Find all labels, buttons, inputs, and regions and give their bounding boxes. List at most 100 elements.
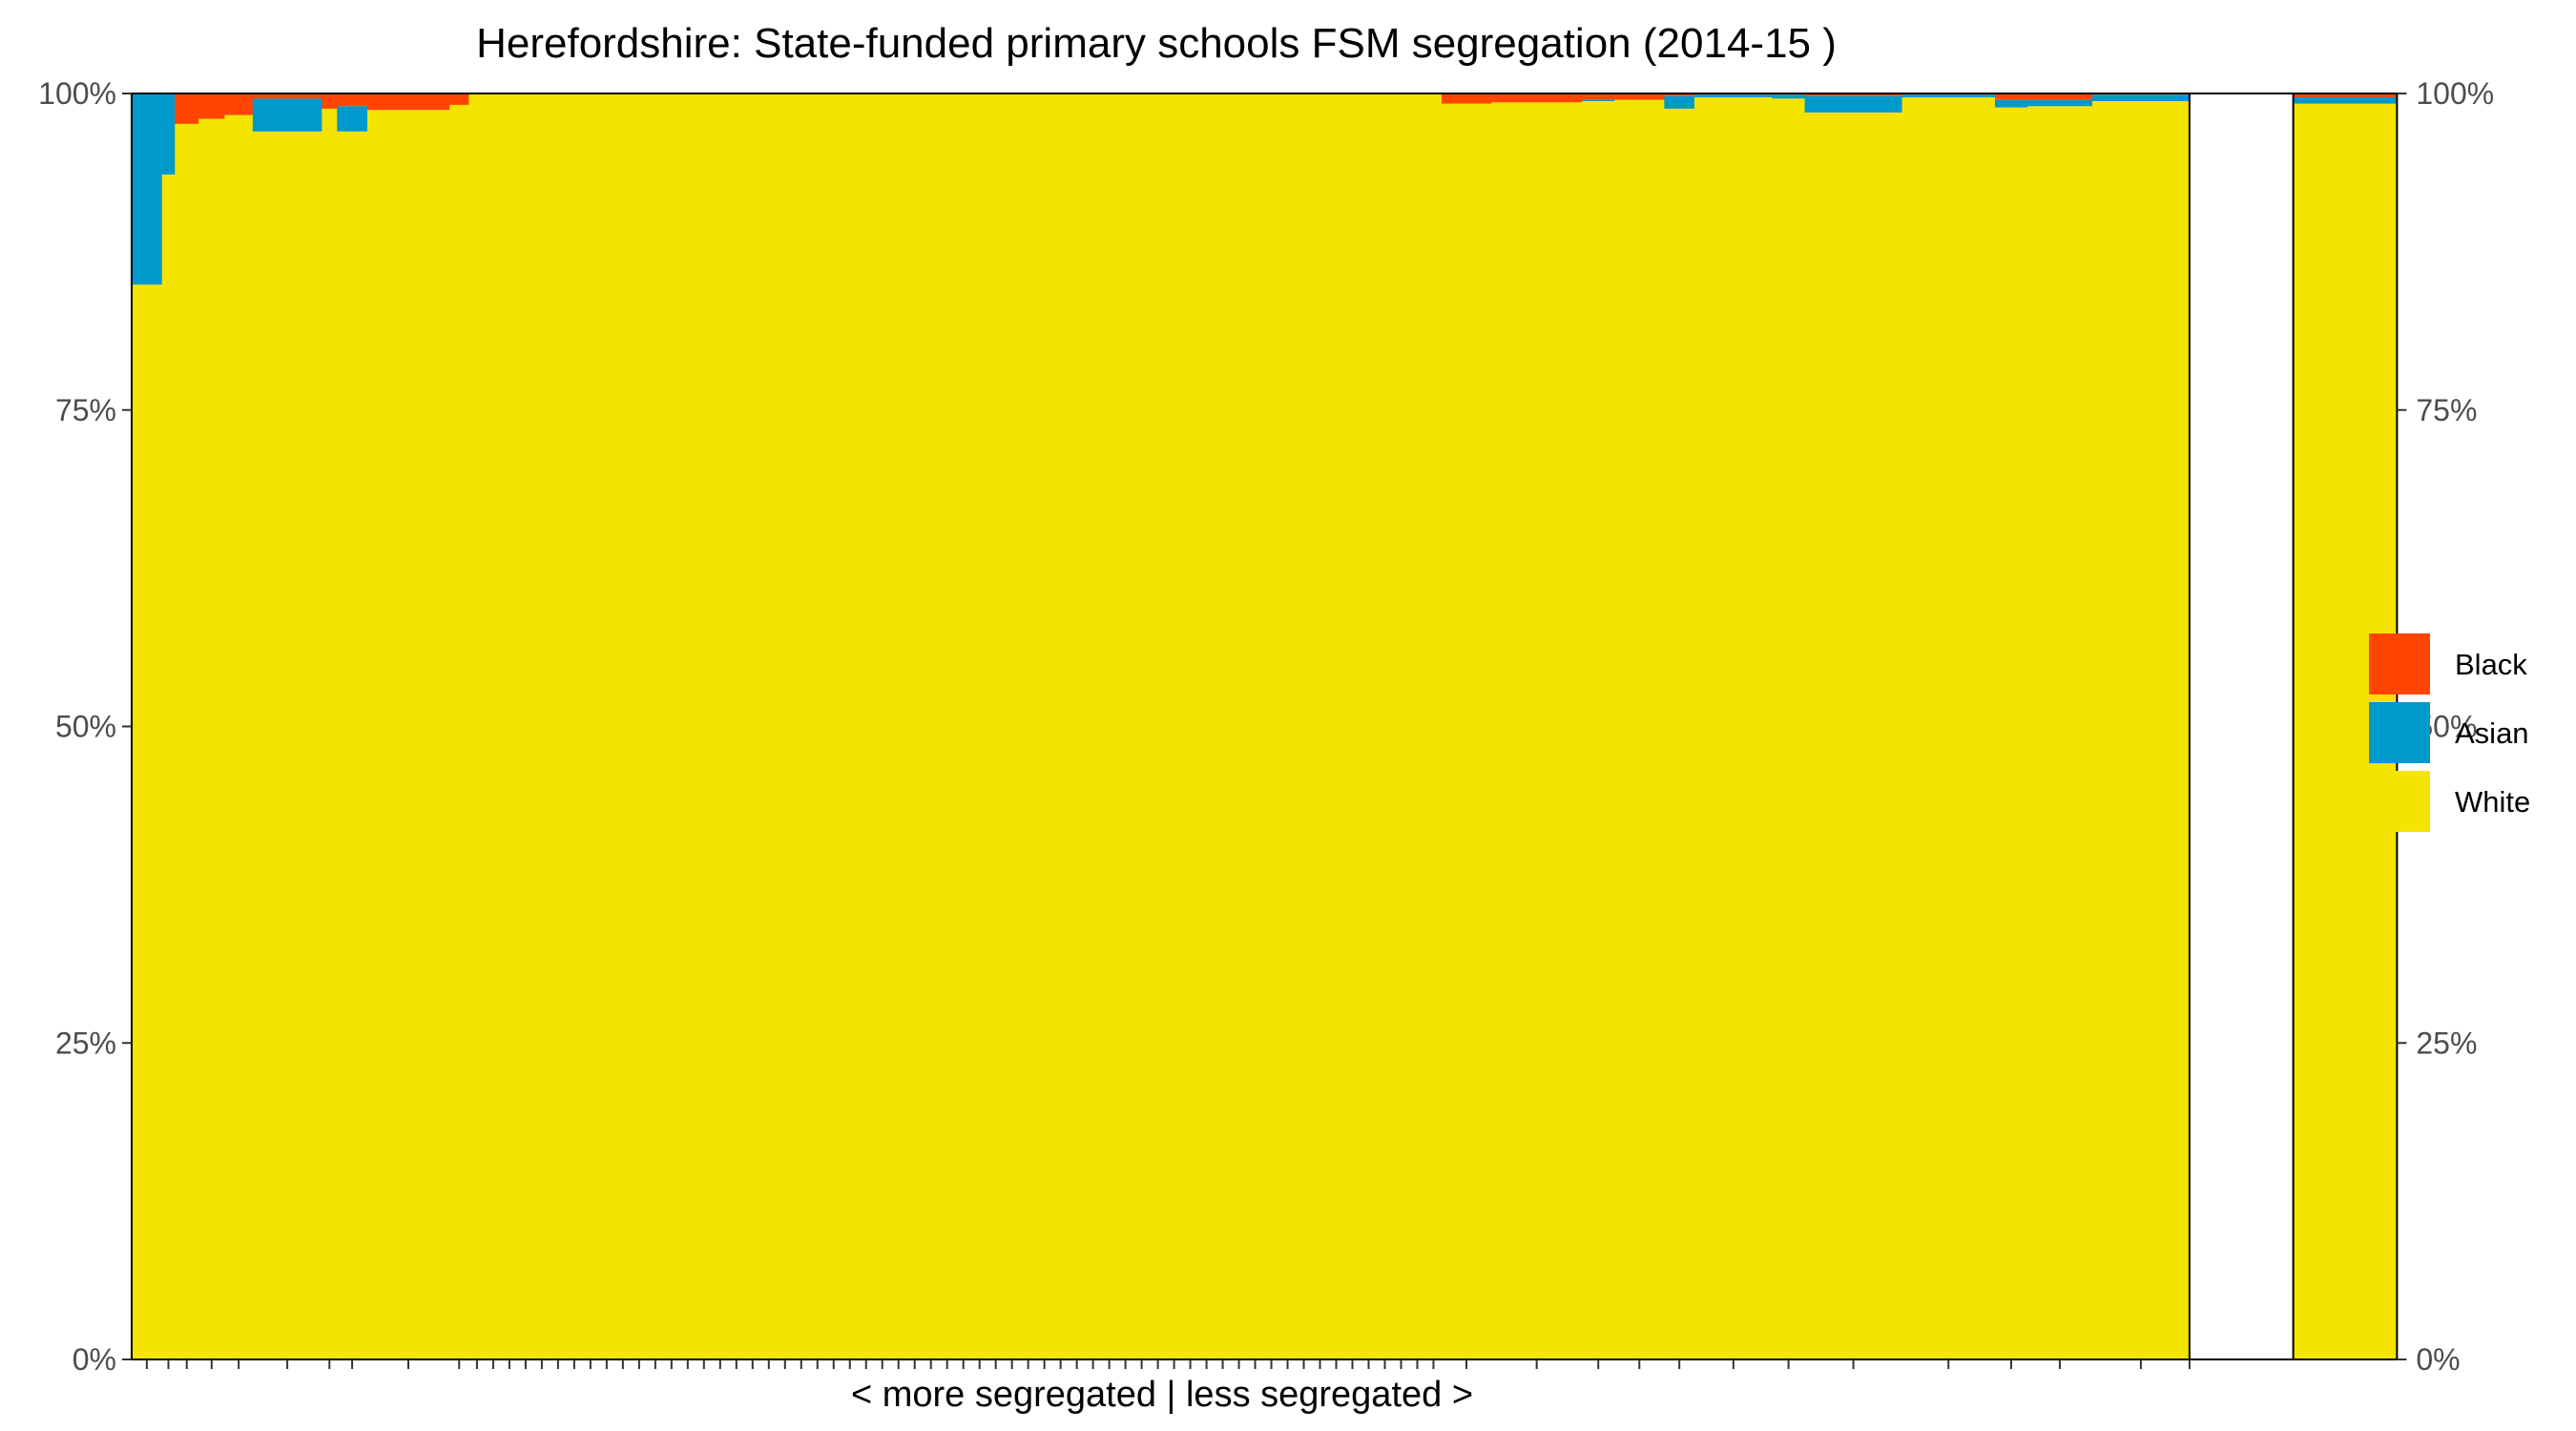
chart-title: Herefordshire: State-funded primary scho… <box>476 20 1837 67</box>
bar-segment-asian <box>161 93 176 175</box>
bar-segment-white <box>1582 100 1615 1359</box>
school-bar-12 <box>1441 93 1492 1360</box>
legend-item-white: White <box>2369 771 2530 832</box>
bar-segment-black <box>1804 93 1903 96</box>
bar-segment-white <box>175 123 199 1359</box>
bar-segment-black <box>322 93 338 109</box>
bar-segment-asian <box>1694 94 1774 97</box>
bar-segment-white <box>1441 103 1492 1360</box>
legend: Black Asian White <box>2369 633 2530 832</box>
bar-segment-white <box>468 93 1443 1359</box>
bar-segment-asian <box>132 93 163 285</box>
bar-segment-white <box>322 108 338 1360</box>
bar-segment-white <box>161 174 176 1360</box>
bar-segment-asian <box>2091 94 2191 101</box>
bar-segment-black <box>1614 93 1665 100</box>
school-bar-22 <box>2026 93 2093 1359</box>
bar-segment-white <box>1994 107 2028 1359</box>
bar-segment-white <box>224 114 254 1360</box>
bar-segment-white <box>2026 106 2093 1359</box>
school-bar-6 <box>252 93 322 1359</box>
bar-segment-white <box>1772 98 1806 1360</box>
bar-segment-asian <box>1582 99 1615 101</box>
school-bar-2 <box>161 93 176 1360</box>
legend-label-black: Black <box>2455 648 2527 681</box>
bar-segment-asian <box>1664 95 1695 109</box>
school-bar-8 <box>337 93 368 1359</box>
school-bar-13 <box>1491 93 1583 1359</box>
school-bar-5 <box>224 93 254 1360</box>
bar-segment-white <box>1694 96 1774 1360</box>
bar-segment-black <box>449 93 470 105</box>
school-bar-19 <box>1804 93 1903 1359</box>
legend-swatch-asian <box>2369 702 2430 763</box>
bar-segment-white <box>1664 108 1695 1360</box>
bar-segment-white <box>132 284 163 1360</box>
legend-item-black: Black <box>2369 633 2527 695</box>
bar-segment-black <box>1441 93 1492 104</box>
school-bar-21 <box>1994 93 2028 1359</box>
bar-segment-asian <box>1772 94 1806 99</box>
school-bar-18 <box>1772 93 1806 1360</box>
bar-segment-white <box>1901 96 1996 1360</box>
y-tick-label-right: 0% <box>2416 1342 2460 1377</box>
bar-segment-white <box>337 131 368 1359</box>
bar-segment-black <box>198 93 226 119</box>
school-bar-20 <box>1901 93 1996 1360</box>
y-tick-label-left: 75% <box>55 393 116 427</box>
bar-segment-black <box>1582 93 1615 100</box>
bar-segment-asian <box>1804 95 1903 113</box>
bar-segment-black <box>2026 93 2093 100</box>
bar-segment-asian <box>252 98 322 132</box>
bar-segment-black <box>1994 93 2028 100</box>
y-tick-label-right: 25% <box>2416 1026 2477 1060</box>
bar-segment-black <box>366 93 450 111</box>
bar-segment-white <box>252 131 322 1359</box>
school-bar-16 <box>1664 93 1695 1360</box>
legend-label-asian: Asian <box>2455 716 2529 750</box>
bar-segment-black <box>1664 93 1695 96</box>
legend-item-asian: Asian <box>2369 702 2529 763</box>
y-tick-label-left: 100% <box>38 76 116 111</box>
school-bar-9 <box>366 93 450 1360</box>
bar-segment-black <box>175 93 199 124</box>
bar-segment-white <box>1614 99 1665 1359</box>
school-bar-7 <box>322 93 338 1360</box>
school-bar-15 <box>1614 93 1665 1359</box>
school-bar-3 <box>175 93 199 1359</box>
bar-segment-asian <box>337 106 368 132</box>
bar-segment-asian <box>2293 96 2398 104</box>
school-bar-11 <box>468 93 1443 1359</box>
bar-segment-white <box>449 104 470 1360</box>
bar-segment-asian <box>2026 99 2093 107</box>
x-axis-label: < more segregated | less segregated > <box>851 1375 1473 1415</box>
y-tick-label-left: 25% <box>55 1026 116 1060</box>
bar-segment-black <box>337 93 368 107</box>
y-tick-label-left: 50% <box>55 710 116 744</box>
school-bar-10 <box>449 93 470 1360</box>
bar-segment-white <box>1491 102 1583 1359</box>
bar-segment-black <box>1491 93 1583 103</box>
bar-segment-white <box>2091 100 2191 1359</box>
bar-segment-asian <box>1901 94 1996 97</box>
legend-swatch-black <box>2369 633 2430 695</box>
y-tick-label-right: 75% <box>2416 393 2477 427</box>
y-tick-label-left: 0% <box>73 1342 116 1377</box>
bar-segment-black <box>252 93 322 99</box>
legend-label-white: White <box>2455 785 2530 819</box>
bars-layer <box>132 93 2398 1360</box>
school-bar-17 <box>1694 93 1774 1360</box>
school-bar-23 <box>2091 93 2191 1359</box>
school-bar-4 <box>198 93 226 1359</box>
bar-segment-black <box>2293 93 2398 97</box>
school-bar-1 <box>132 93 163 1360</box>
school-bar-14 <box>1582 93 1615 1359</box>
y-tick-label-right: 100% <box>2416 76 2494 111</box>
axis-layer: 0% 0%25% 25%50% 50%75% 75%100% 100% <box>38 76 2494 1377</box>
bar-segment-white <box>1804 112 1903 1359</box>
bar-segment-asian <box>1994 99 2028 108</box>
bar-segment-white <box>198 118 226 1359</box>
bar-segment-black <box>224 93 254 115</box>
